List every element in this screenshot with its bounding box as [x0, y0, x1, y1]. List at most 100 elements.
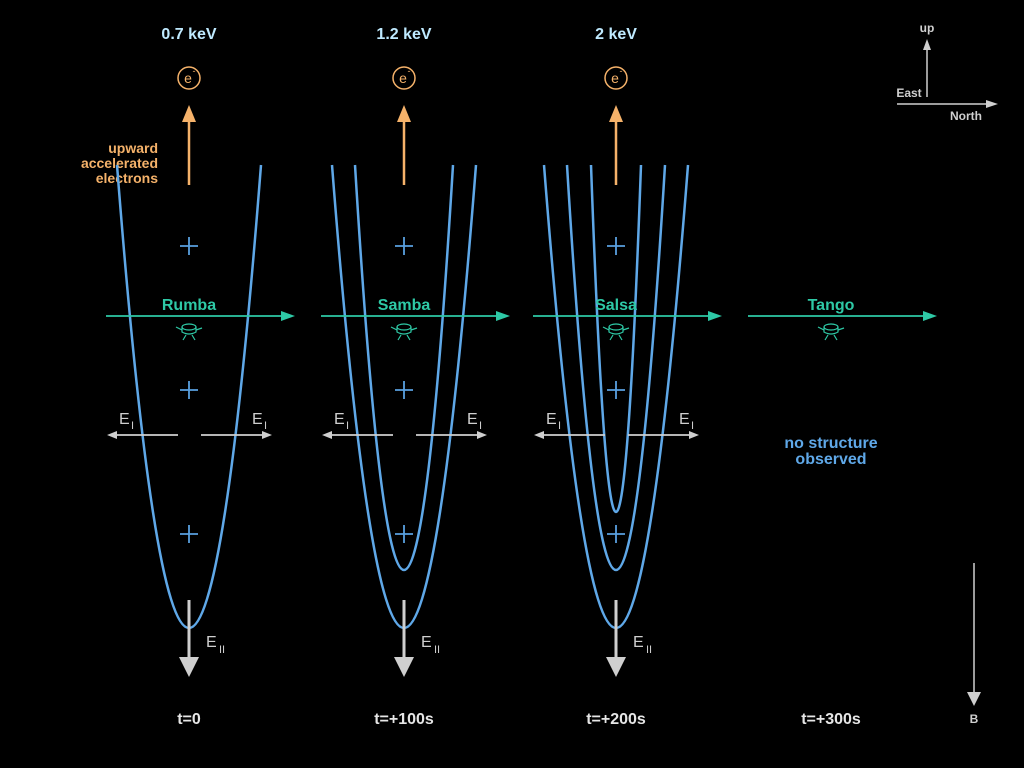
upward-electron-arrowhead: [397, 105, 411, 122]
spacecraft-trajectory-arrowhead: [496, 311, 510, 321]
electron-icon: [392, 66, 416, 90]
spacecraft-icon: [175, 323, 203, 341]
compass-up-arrowhead: [923, 39, 931, 50]
no-structure-line-1: no structure: [784, 435, 877, 452]
spacecraft-name: Samba: [378, 297, 431, 314]
e-perp-subscript: I: [691, 420, 694, 432]
potential-contour: [589, 164, 643, 513]
spacecraft-icon-boom: [833, 334, 838, 341]
electron-icon: [177, 66, 201, 90]
compass: up East North: [896, 21, 998, 123]
spacecraft-icon-boom: [175, 326, 183, 331]
time-label: t=0: [177, 711, 201, 728]
e-perp-label: E: [334, 411, 345, 428]
compass-east-label: East: [896, 86, 921, 100]
time-label: t=+200s: [586, 711, 646, 728]
spacecraft-icon-boom: [410, 327, 418, 331]
spacecraft-icon-boom: [622, 327, 630, 331]
e-perp-label: E: [467, 411, 478, 428]
energy-label: 1.2 keV: [376, 26, 431, 43]
electron-charge: -: [408, 66, 411, 76]
e-parallel-arrowhead: [394, 657, 414, 677]
electron-charge: -: [620, 66, 623, 76]
e-perp-subscript: I: [346, 420, 349, 432]
upward-electrons-label: upward accelerated electrons: [81, 140, 158, 186]
e-perp-subscript: I: [558, 420, 561, 432]
panel-tango: Tango t=+300s: [748, 297, 937, 728]
spacecraft-icon-boom: [817, 326, 825, 331]
spacecraft-icon-body: [823, 327, 839, 335]
e-perp-subscript: I: [264, 420, 267, 432]
b-field-label: B: [970, 712, 979, 726]
spacecraft-icon-boom: [397, 334, 402, 341]
spacecraft-name: Rumba: [162, 297, 216, 314]
e-perp-label: E: [119, 411, 130, 428]
spacecraft-name: Tango: [808, 297, 855, 314]
energy-label: 0.7 keV: [161, 26, 216, 43]
e-parallel-subscript: II: [219, 644, 225, 656]
e-perp-left-arrowhead: [322, 431, 332, 439]
upward-electron-arrowhead: [609, 105, 623, 122]
potential-contour: [353, 164, 455, 572]
no-structure-line-2: observed: [795, 451, 866, 468]
e-parallel-label: E: [206, 634, 217, 651]
upward-label-line-1: upward: [108, 140, 158, 156]
e-perp-left-arrowhead: [534, 431, 544, 439]
e-perp-subscript: I: [479, 420, 482, 432]
compass-north-arrowhead: [986, 100, 998, 108]
upward-label-line-3: electrons: [96, 170, 158, 186]
compass-north-label: North: [950, 109, 982, 123]
upward-electron-arrowhead: [182, 105, 196, 122]
spacecraft-icon-body: [181, 327, 197, 335]
e-perp-label: E: [252, 411, 263, 428]
spacecraft-icon-body: [396, 327, 412, 335]
spacecraft-icon-body: [608, 327, 624, 335]
e-parallel-label: E: [633, 634, 644, 651]
spacecraft-trajectory-arrowhead: [923, 311, 937, 321]
e-parallel-subscript: II: [434, 644, 440, 656]
spacecraft-icon-boom: [602, 326, 610, 331]
e-parallel-subscript: II: [646, 644, 652, 656]
spacecraft-icon-boom: [837, 327, 845, 331]
electron-symbol: e: [184, 70, 192, 86]
upward-label-line-2: accelerated: [81, 155, 158, 171]
spacecraft-icon-boom: [195, 327, 203, 331]
spacecraft-icon-boom: [406, 334, 411, 341]
e-perp-subscript: I: [131, 420, 134, 432]
no-structure-label: no structure observed: [784, 435, 877, 468]
e-perp-right-arrowhead: [689, 431, 699, 439]
e-perp-label: E: [679, 411, 690, 428]
compass-up-label: up: [920, 21, 935, 35]
e-parallel-arrowhead: [606, 657, 626, 677]
spacecraft-icon: [602, 323, 630, 341]
magnetic-field-indicator: B: [967, 563, 981, 726]
energy-label: 2 keV: [595, 26, 637, 43]
spacecraft-icon: [390, 323, 418, 341]
e-perp-left-arrowhead: [107, 431, 117, 439]
spacecraft-name: Salsa: [595, 297, 637, 314]
spacecraft-icon-boom: [182, 334, 187, 341]
e-perp-right-arrowhead: [477, 431, 487, 439]
spacecraft-icon-boom: [824, 334, 829, 341]
potential-contour: [565, 164, 667, 572]
electron-symbol: e: [611, 70, 619, 86]
spacecraft-trajectory-arrowhead: [708, 311, 722, 321]
electron-charge: -: [193, 66, 196, 76]
spacecraft-icon-boom: [390, 326, 398, 331]
spacecraft-icon: [817, 323, 845, 341]
e-parallel-arrowhead: [179, 657, 199, 677]
time-label: t=+300s: [801, 711, 861, 728]
electron-icon: [604, 66, 628, 90]
spacecraft-icon-boom: [191, 334, 196, 341]
spacecraft-trajectory-arrowhead: [281, 311, 295, 321]
e-perp-label: E: [546, 411, 557, 428]
b-field-arrowhead: [967, 692, 981, 706]
e-perp-right-arrowhead: [262, 431, 272, 439]
spacecraft-icon-boom: [609, 334, 614, 341]
time-label: t=+100s: [374, 711, 434, 728]
